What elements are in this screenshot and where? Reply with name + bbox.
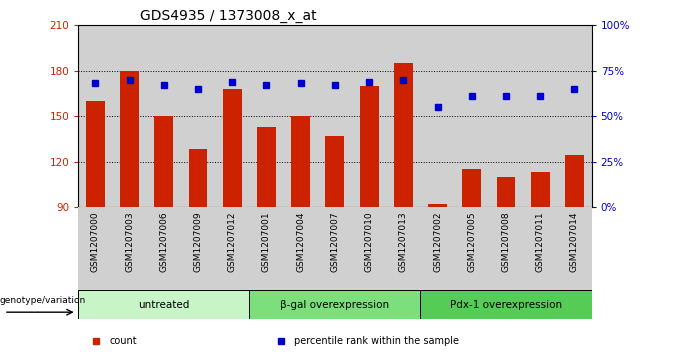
Bar <box>455 207 489 290</box>
Bar <box>250 207 284 290</box>
Bar <box>147 207 181 290</box>
Text: β-gal overexpression: β-gal overexpression <box>280 300 390 310</box>
Bar <box>215 207 250 290</box>
Text: GSM1207013: GSM1207013 <box>399 211 408 272</box>
Bar <box>154 116 173 207</box>
Bar <box>352 25 386 207</box>
FancyBboxPatch shape <box>78 290 250 319</box>
Bar <box>489 207 523 290</box>
Bar <box>386 207 420 290</box>
Text: genotype/variation: genotype/variation <box>0 296 86 305</box>
Bar <box>428 204 447 207</box>
Bar <box>181 207 215 290</box>
Bar <box>78 207 112 290</box>
Bar <box>360 86 379 207</box>
Bar <box>215 25 250 207</box>
Text: GSM1207006: GSM1207006 <box>159 211 168 272</box>
Bar <box>147 25 181 207</box>
Bar <box>318 25 352 207</box>
Bar <box>257 127 276 207</box>
Bar <box>420 25 455 207</box>
Bar <box>120 71 139 207</box>
Bar <box>181 25 215 207</box>
Text: GSM1207011: GSM1207011 <box>536 211 545 272</box>
Bar <box>462 169 481 207</box>
Text: GSM1207012: GSM1207012 <box>228 211 237 272</box>
Text: untreated: untreated <box>138 300 190 310</box>
Bar <box>558 207 592 290</box>
Bar <box>291 116 310 207</box>
Text: GSM1207007: GSM1207007 <box>330 211 339 272</box>
Bar <box>565 155 584 207</box>
Bar <box>112 207 147 290</box>
Bar <box>386 25 420 207</box>
Bar <box>78 25 112 207</box>
Text: Pdx-1 overexpression: Pdx-1 overexpression <box>450 300 562 310</box>
Bar <box>250 25 284 207</box>
Bar <box>112 25 147 207</box>
Text: GDS4935 / 1373008_x_at: GDS4935 / 1373008_x_at <box>140 9 316 23</box>
Bar <box>284 207 318 290</box>
FancyBboxPatch shape <box>250 290 420 319</box>
Bar <box>326 136 344 207</box>
Bar <box>284 25 318 207</box>
Text: GSM1207004: GSM1207004 <box>296 211 305 272</box>
Bar <box>420 207 455 290</box>
Text: GSM1207001: GSM1207001 <box>262 211 271 272</box>
FancyBboxPatch shape <box>420 290 592 319</box>
Bar <box>558 25 592 207</box>
Text: percentile rank within the sample: percentile rank within the sample <box>294 336 459 346</box>
Text: GSM1207009: GSM1207009 <box>194 211 203 272</box>
Text: GSM1207008: GSM1207008 <box>502 211 511 272</box>
Bar <box>318 207 352 290</box>
Text: GSM1207010: GSM1207010 <box>364 211 373 272</box>
Bar <box>188 150 207 207</box>
Bar <box>223 89 241 207</box>
Text: count: count <box>109 336 137 346</box>
Text: GSM1207005: GSM1207005 <box>467 211 476 272</box>
Bar <box>496 177 515 207</box>
Bar <box>531 172 549 207</box>
Text: GSM1207002: GSM1207002 <box>433 211 442 272</box>
Text: GSM1207000: GSM1207000 <box>91 211 100 272</box>
Bar <box>455 25 489 207</box>
Text: GSM1207014: GSM1207014 <box>570 211 579 272</box>
Text: GSM1207003: GSM1207003 <box>125 211 134 272</box>
Bar <box>523 25 558 207</box>
Bar <box>523 207 558 290</box>
Bar <box>394 63 413 207</box>
Bar <box>352 207 386 290</box>
Bar <box>86 101 105 207</box>
Bar <box>489 25 523 207</box>
